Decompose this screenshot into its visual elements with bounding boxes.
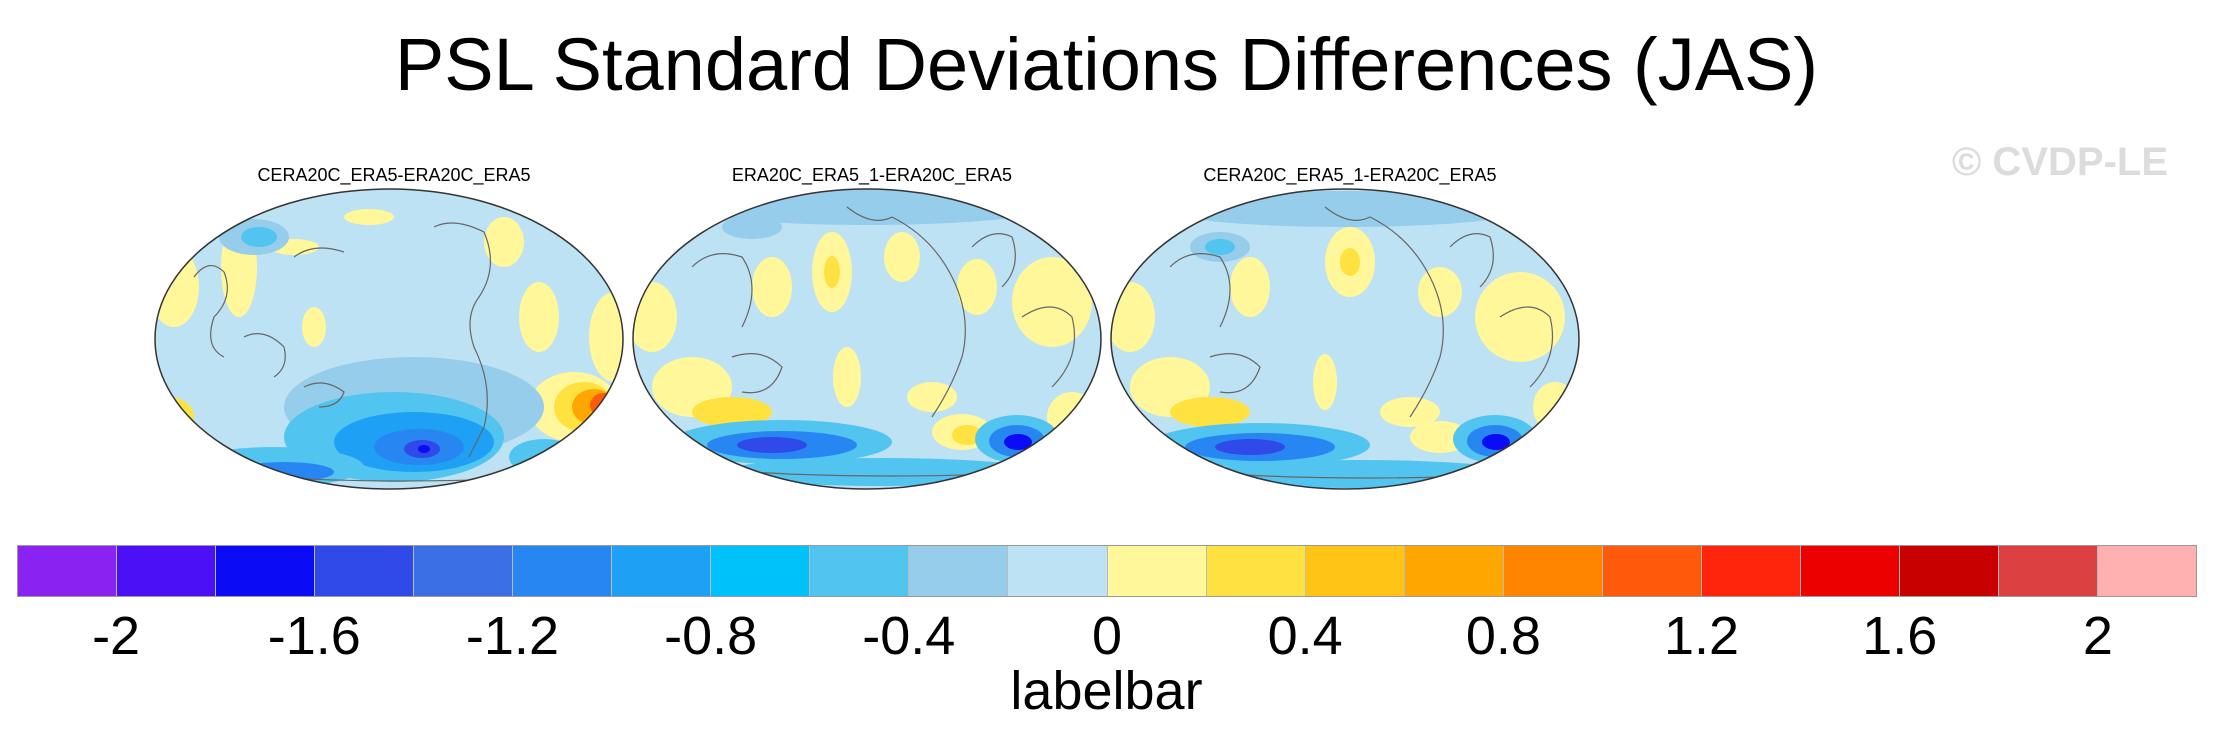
labelbar-cell (1602, 546, 1702, 596)
labelbar-cell (1206, 546, 1306, 596)
labelbar-tick-label: 2 (2082, 606, 2113, 666)
labelbar-cell (414, 546, 514, 596)
labelbar-title: labelbar (1010, 661, 1203, 721)
panel-title: CERA20C_ERA5_1-ERA20C_ERA5 (1203, 165, 1497, 185)
labelbar-cell (1899, 546, 1999, 596)
labelbar-cell (909, 546, 1009, 596)
labelbar-cell (2097, 546, 2197, 596)
figure-title: PSL Standard Deviations Differences (JAS… (394, 23, 1819, 106)
world-map-1 (154, 188, 624, 490)
labelbar-cell (216, 546, 316, 596)
labelbar-cell (1503, 546, 1603, 596)
labelbar-cell (1701, 546, 1801, 596)
labelbar-cell (711, 546, 811, 596)
labelbar-tick-label: -1.2 (465, 606, 559, 666)
panel-title: CERA20C_ERA5-ERA20C_ERA5 (257, 165, 531, 185)
labelbar-tick-label: -1.6 (267, 606, 361, 666)
color-labelbar (17, 545, 2197, 597)
labelbar-tick-label: 0.4 (1267, 606, 1343, 666)
labelbar-cell (810, 546, 910, 596)
world-map-2 (632, 188, 1102, 490)
map-panel-2: ERA20C_ERA5_1-ERA20C_ERA5 (632, 165, 1112, 495)
labelbar-tick-label: -0.4 (862, 606, 956, 666)
labelbar-cell (18, 546, 118, 596)
watermark: © CVDP-LE (1951, 140, 2168, 184)
labelbar-cell (1998, 546, 2098, 596)
labelbar-cell (1107, 546, 1207, 596)
labelbar-cell (1404, 546, 1504, 596)
labelbar-cell (315, 546, 415, 596)
panel-title: ERA20C_ERA5_1-ERA20C_ERA5 (731, 165, 1013, 185)
labelbar-tick-label: 1.2 (1663, 606, 1740, 666)
labelbar-ticks: -2 -1.6 -1.2 -0.8 -0.4 0 0.4 0.8 1.2 1.6 2 (17, 605, 2197, 666)
labelbar-tick-label: -0.8 (664, 606, 758, 666)
labelbar-tick-label: 1.6 (1862, 606, 1938, 666)
labelbar-cell (513, 546, 613, 596)
labelbar-cell (1008, 546, 1108, 596)
labelbar-cell (1800, 546, 1900, 596)
labelbar-tick-label: 0 (1091, 606, 1123, 666)
labelbar-cell (117, 546, 217, 596)
labelbar-cell (612, 546, 712, 596)
map-panel-1: CERA20C_ERA5-ERA20C_ERA5 (154, 165, 634, 495)
labelbar-tick-label: 0.8 (1465, 606, 1541, 666)
world-map-3 (1110, 188, 1580, 490)
map-panel-3: CERA20C_ERA5_1-ERA20C_ERA5 (1110, 165, 1590, 495)
labelbar-cell (1305, 546, 1405, 596)
labelbar-tick-label: -2 (92, 606, 141, 666)
